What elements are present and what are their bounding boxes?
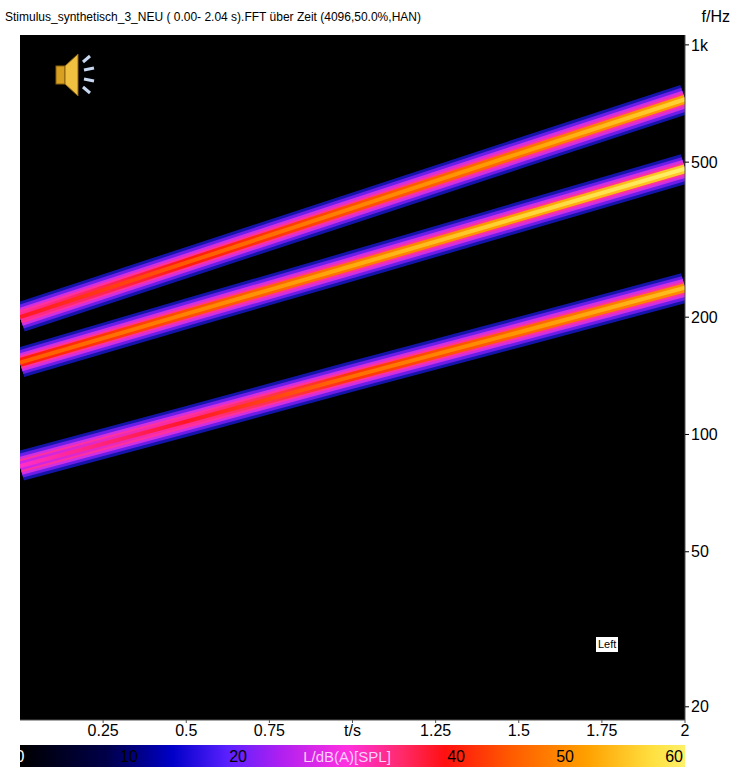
svg-text:0.25: 0.25 [88,722,119,739]
svg-text:100: 100 [691,426,718,443]
svg-text:20: 20 [229,748,247,765]
html-text:Left: Left [598,638,617,650]
svg-text:50: 50 [691,543,709,560]
svg-text:20: 20 [691,698,709,715]
svg-text:1.25: 1.25 [420,722,451,739]
svg-text:40: 40 [447,748,465,765]
svg-text:1.75: 1.75 [586,722,617,739]
svg-text:200: 200 [691,309,718,326]
svg-text:60: 60 [665,748,683,765]
svg-text:2: 2 [681,722,690,739]
svg-text:500: 500 [691,154,718,171]
svg-text:10: 10 [120,748,138,765]
svg-text:1k: 1k [691,37,709,54]
svg-text:t/s: t/s [344,722,361,739]
svg-text:0.5: 0.5 [175,722,197,739]
svg-text:0: 0 [16,748,25,765]
svg-text:L/dB(A)[SPL]: L/dB(A)[SPL] [303,748,391,765]
svg-text:1.5: 1.5 [508,722,530,739]
svg-text:0.75: 0.75 [254,722,285,739]
html-text:Stimulus_synthetisch_3_NEU ( 0: Stimulus_synthetisch_3_NEU ( 0.00- 2.04 … [5,10,421,24]
html-text:f/Hz: f/Hz [701,8,730,25]
svg-text:50: 50 [556,748,574,765]
